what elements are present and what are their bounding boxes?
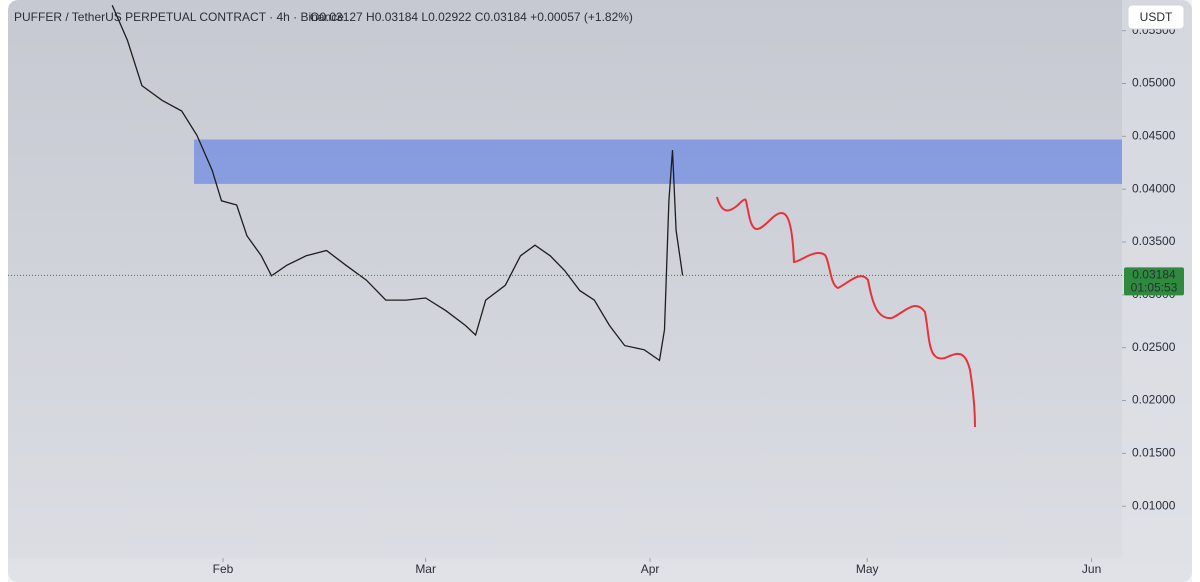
drawn-projection [716,196,976,428]
y-tick-label: 0.03500 [1132,234,1176,248]
y-tick-label: 0.04500 [1132,129,1176,143]
y-tick-label: 0.02500 [1132,340,1176,354]
axis-background [8,558,1122,582]
y-tick-label: 0.01500 [1132,446,1176,460]
countdown-label: 01:05:53 [1131,281,1178,295]
x-tick-label: May [856,562,879,576]
ohlc-readout: O0.03127 H0.03184 L0.02922 C0.03184 +0.0… [310,10,633,24]
currency-label: USDT [1140,10,1173,24]
currency-button[interactable] [1127,4,1185,30]
x-tick-label: Jun [1082,562,1101,576]
y-tick-label: 0.04000 [1132,181,1176,195]
resistance-zone [194,139,1123,184]
x-tick-label: Apr [641,562,660,576]
last-price-label: 0.03184 [1132,268,1176,282]
last-price-box [1124,267,1184,296]
y-tick-label: 0.02000 [1132,393,1176,407]
price-line [111,5,684,362]
symbol-title: PUFFER / TetherUS PERPETUAL CONTRACT · 4… [14,10,344,24]
y-tick-label: 0.05000 [1132,76,1176,90]
x-tick-label: Feb [213,562,234,576]
y-tick-label: 0.01000 [1132,498,1176,512]
plot-background [8,0,1192,582]
x-tick-label: Mar [415,562,436,576]
